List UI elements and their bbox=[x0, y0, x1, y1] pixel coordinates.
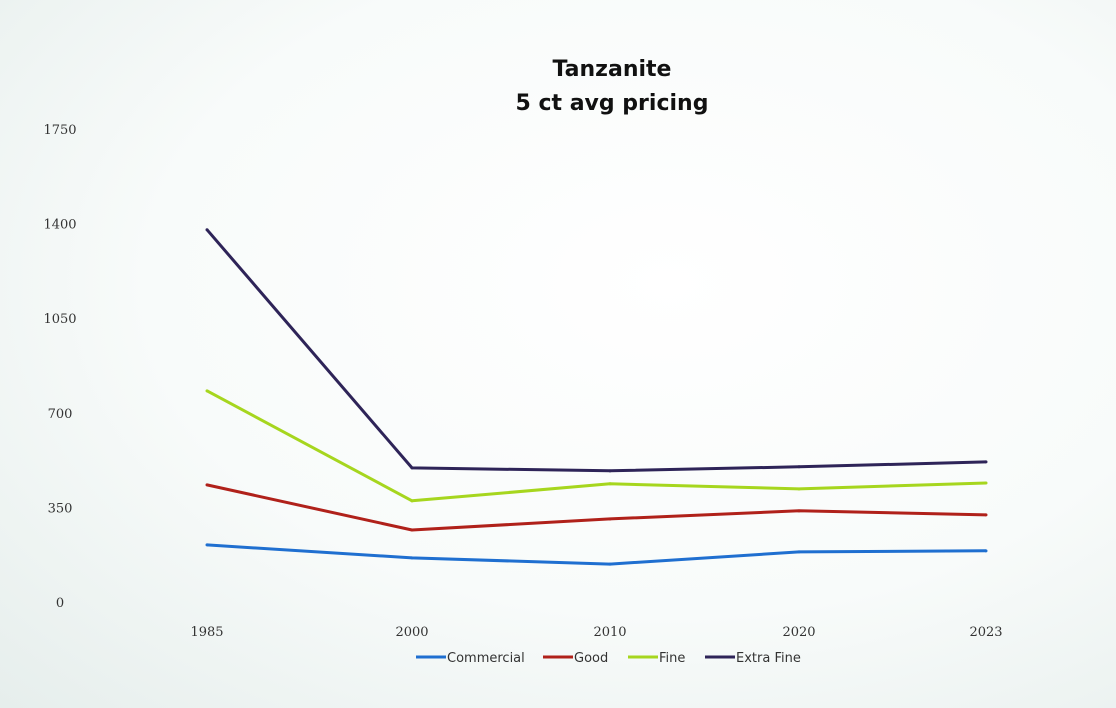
y-tick-label: 700 bbox=[48, 407, 73, 422]
data-point bbox=[608, 469, 612, 473]
data-point bbox=[410, 528, 414, 532]
series-line-fine bbox=[206, 389, 987, 503]
legend-item-fine: Fine bbox=[628, 651, 685, 666]
data-point bbox=[984, 460, 988, 464]
data-point bbox=[410, 556, 414, 560]
legend-label: Extra Fine bbox=[736, 651, 801, 666]
x-tick-label: 2020 bbox=[782, 625, 815, 640]
data-point bbox=[984, 549, 988, 553]
legend-item-commercial: Commercial bbox=[416, 651, 525, 666]
legend-item-extra-fine: Extra Fine bbox=[705, 651, 801, 666]
data-point bbox=[984, 481, 988, 485]
legend-label: Commercial bbox=[447, 651, 525, 666]
y-tick-label: 350 bbox=[48, 501, 73, 516]
x-tick-label: 1985 bbox=[190, 625, 223, 640]
data-point bbox=[797, 487, 801, 491]
chart-title-line-1: Tanzanite bbox=[553, 57, 672, 82]
y-tick-label: 1050 bbox=[43, 312, 76, 327]
data-point bbox=[608, 517, 612, 521]
data-point bbox=[205, 228, 209, 232]
legend-label: Good bbox=[574, 651, 608, 666]
data-point bbox=[797, 465, 801, 469]
data-point bbox=[797, 509, 801, 513]
data-point bbox=[205, 543, 209, 547]
x-tick-label: 2010 bbox=[593, 625, 626, 640]
data-point bbox=[205, 483, 209, 487]
data-point bbox=[608, 562, 612, 566]
chart-title-line-2: 5 ct avg pricing bbox=[516, 91, 709, 116]
data-point bbox=[797, 550, 801, 554]
series-line-good bbox=[206, 483, 987, 532]
data-point bbox=[410, 466, 414, 470]
y-tick-label: 1400 bbox=[43, 218, 76, 233]
series-line-extra-fine bbox=[205, 228, 987, 473]
data-point bbox=[410, 499, 414, 503]
y-tick-label: 1750 bbox=[43, 123, 76, 138]
x-tick-label: 2000 bbox=[395, 625, 428, 640]
legend-item-good: Good bbox=[543, 651, 608, 666]
series-line-commercial bbox=[206, 543, 987, 566]
data-point bbox=[984, 513, 988, 517]
legend-label: Fine bbox=[659, 651, 685, 666]
x-tick-label: 2023 bbox=[969, 625, 1002, 640]
data-point bbox=[205, 389, 209, 393]
y-tick-label: 0 bbox=[56, 596, 64, 611]
data-point bbox=[608, 482, 612, 486]
